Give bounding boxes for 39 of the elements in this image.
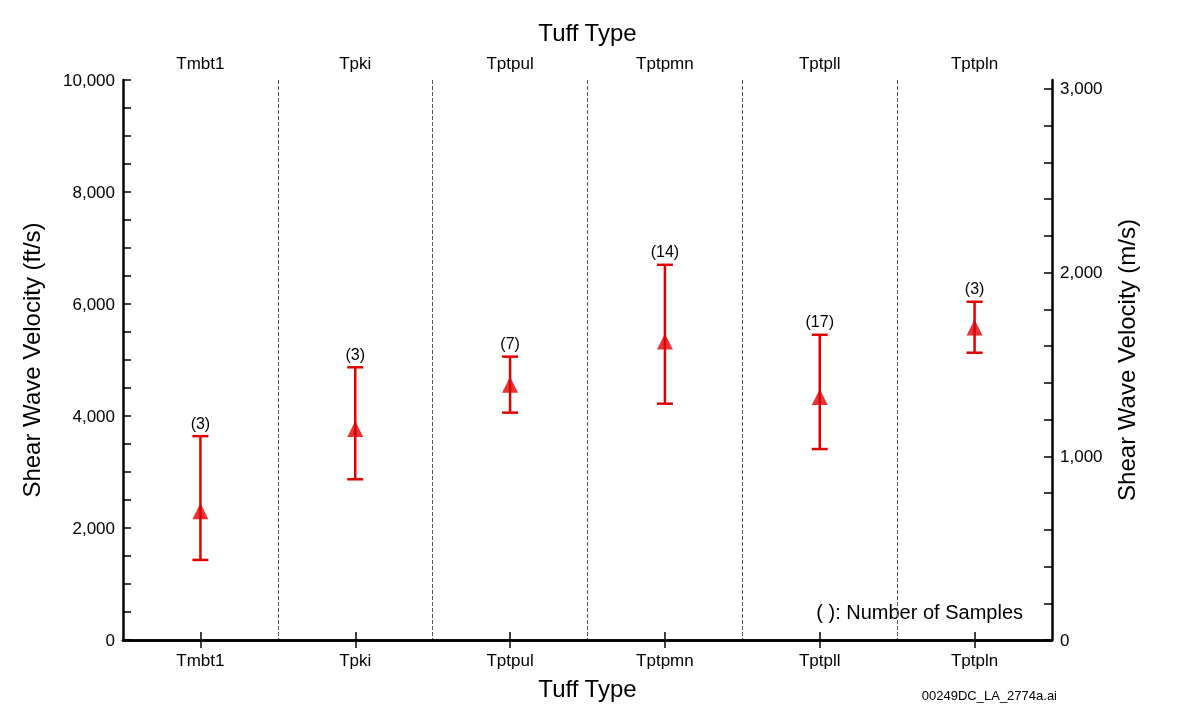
y-tick-label: 6,000 — [72, 294, 115, 314]
category-label: Tptpmn — [636, 651, 694, 670]
category-label: Tptpln — [950, 651, 999, 670]
x-tick-label: Tptpln — [950, 54, 999, 73]
annotation: ( ): Number of Samples — [816, 601, 1024, 623]
annotation: (17) — [805, 313, 834, 331]
annotation: (3) — [345, 345, 366, 363]
point — [347, 420, 364, 437]
category-label: Tmbt1 — [176, 651, 225, 670]
x-tick-label: Tptpmn — [636, 54, 694, 73]
text: 00249DC_LA_2774a.ai — [921, 688, 1058, 703]
x-tick-label: Tpki — [339, 54, 372, 73]
point — [192, 503, 209, 520]
y-tick-label: 8,000 — [72, 182, 115, 202]
category-label: Tptpul — [486, 651, 534, 670]
point — [811, 388, 828, 405]
x-tick-label: Tptpul — [486, 54, 534, 73]
x-tick-label: Tptpll — [798, 54, 841, 73]
y-tick-label: 4,000 — [72, 406, 115, 426]
annotation: (3) — [964, 280, 985, 298]
annotation: (7) — [500, 335, 520, 353]
y-tick-label: 10,000 — [63, 70, 115, 90]
y-axis-title: Shear Wave Velocity (ft/s) — [17, 222, 45, 498]
x-axis-title: Tuff Type — [538, 674, 637, 702]
y-tick-label: 0 — [105, 630, 115, 650]
point — [966, 319, 983, 336]
x-tick-label: Tmbt1 — [176, 54, 225, 73]
y2-tick-label: 0 — [1060, 630, 1070, 650]
annotation: (14) — [650, 243, 680, 261]
y2-tick-label: 3,000 — [1060, 79, 1103, 99]
y-tick-label: 2,000 — [72, 518, 115, 538]
y2-tick-label: 2,000 — [1060, 263, 1103, 283]
y2-axis-title: Shear Wave Velocity (m/s) — [1112, 219, 1140, 501]
x2-axis-title: Tuff Type — [538, 18, 637, 46]
category-label: Tpki — [339, 651, 372, 670]
annotation: (3) — [190, 414, 211, 432]
category-label: Tptpll — [798, 651, 841, 670]
point — [656, 333, 673, 350]
y2-tick-label: 1,000 — [1060, 446, 1103, 466]
